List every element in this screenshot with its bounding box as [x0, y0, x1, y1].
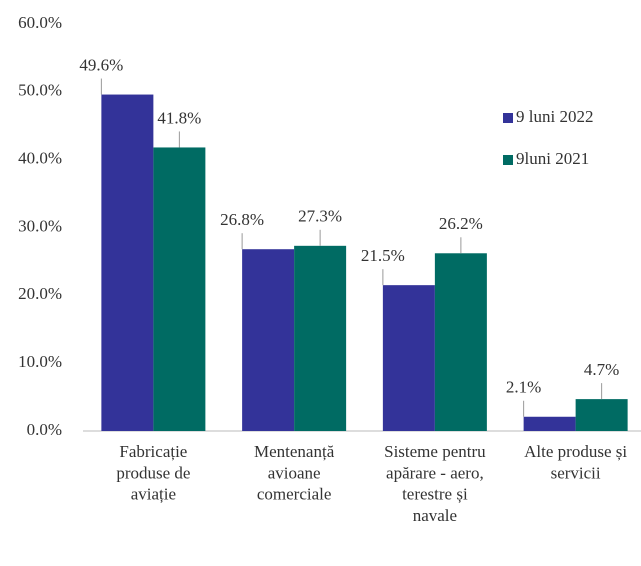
value-label: 26.2% — [439, 214, 483, 233]
bar — [101, 94, 154, 432]
bar — [575, 399, 628, 431]
y-tick-label: 20.0% — [18, 284, 62, 303]
y-tick-label: 10.0% — [18, 352, 62, 371]
y-tick-label: 0.0% — [27, 420, 62, 439]
x-tick-label: Sisteme pentru apărare - aero, terestre și… — [384, 442, 486, 525]
x-tick-label: Alte produse și servicii — [524, 442, 627, 482]
bar — [382, 285, 435, 431]
value-label: 21.5% — [361, 246, 405, 265]
y-tick-label: 50.0% — [18, 81, 62, 100]
value-label: 41.8% — [157, 108, 201, 127]
value-label: 49.6% — [79, 55, 123, 74]
x-tick-label: Fabricație produse de aviație — [116, 442, 190, 504]
bar — [242, 249, 295, 431]
value-label: 26.8% — [220, 210, 264, 229]
bar — [294, 245, 347, 431]
bar — [434, 253, 487, 431]
legend-swatch — [503, 155, 513, 165]
legend-label: 9 luni 2022 — [516, 107, 593, 126]
y-tick-label: 30.0% — [18, 216, 62, 235]
value-label: 4.7% — [584, 360, 619, 379]
legend-label: 9luni 2021 — [516, 149, 589, 168]
bar — [153, 147, 206, 431]
bar — [523, 416, 576, 431]
legend-swatch — [503, 113, 513, 123]
value-label: 2.1% — [506, 378, 541, 397]
y-tick-label: 60.0% — [18, 13, 62, 32]
x-tick-label: Mentenanță avioane comerciale — [254, 442, 335, 504]
y-tick-label: 40.0% — [18, 149, 62, 168]
value-label: 27.3% — [298, 207, 342, 226]
